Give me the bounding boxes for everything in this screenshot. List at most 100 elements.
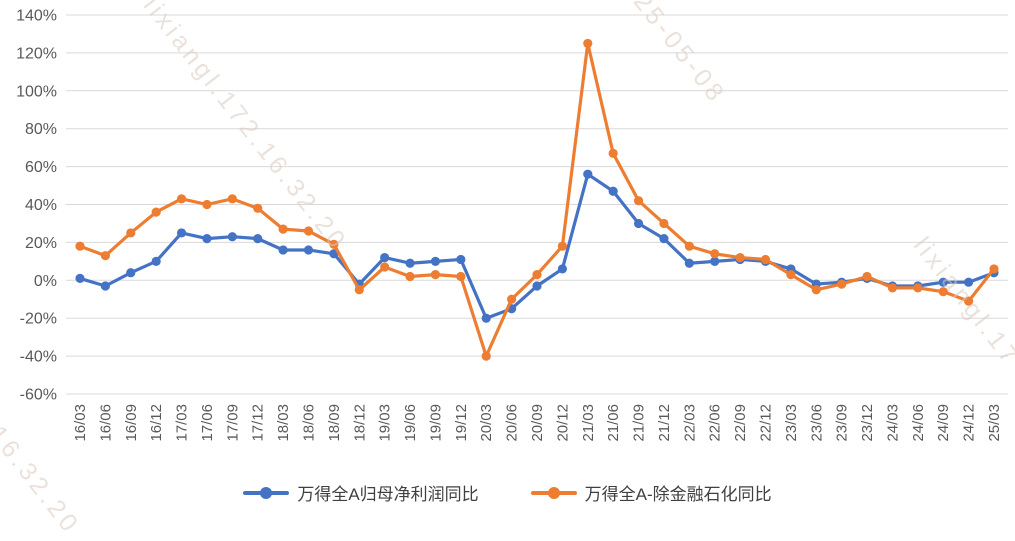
x-axis-tick-label: 22/09 [732,404,749,442]
data-point-series-1 [583,169,593,179]
data-point-series-1 [202,234,212,244]
data-point-series-2 [456,271,466,282]
x-axis-tick-label: 23/12 [859,404,876,442]
data-point-series-1 [938,277,948,287]
data-point-series-2 [507,294,517,304]
y-axis-tick-label: 100% [16,83,57,100]
x-axis-tick-label: 18/03 [275,404,292,442]
x-axis-tick-label: 24/09 [935,404,952,442]
x-axis-tick-label: 20/12 [554,404,571,442]
x-axis-tick-label: 21/12 [656,404,673,442]
data-point-series-2 [430,270,441,280]
data-point-series-2 [760,254,771,265]
data-point-series-1 [481,313,491,323]
data-point-series-1 [227,232,237,242]
data-point-series-2 [583,38,593,49]
data-point-series-2 [126,228,136,238]
y-axis-tick-label: 80% [25,121,57,138]
data-point-series-2 [405,271,415,282]
data-point-series-1 [964,277,974,287]
data-point-series-2 [380,262,390,272]
data-point-series-2 [100,251,110,261]
y-axis-tick-label: 60% [25,159,57,176]
data-point-series-2 [964,296,974,306]
data-point-series-1 [608,186,618,196]
y-axis-tick-label: 20% [25,235,57,252]
y-axis-tick-label: 120% [16,45,57,62]
data-point-series-1 [405,258,415,268]
data-point-series-2 [786,270,796,280]
data-point-series-2 [75,241,85,251]
data-point-series-2 [557,241,567,251]
x-axis-tick-label: 18/09 [326,404,343,442]
data-point-series-1 [710,256,720,266]
y-axis-tick-label: -20% [20,311,57,328]
data-point-series-2 [887,283,898,293]
x-axis-tick-label: 22/03 [681,404,698,442]
data-point-series-2 [227,194,237,204]
data-point-series-2 [253,203,263,213]
data-point-series-1 [380,252,390,263]
x-axis-tick-label: 22/06 [707,404,724,442]
legend-marker-orange-icon [530,490,577,495]
data-point-series-1 [278,245,288,255]
data-point-series-1 [151,256,161,266]
x-axis-tick-label: 23/06 [808,404,825,442]
chart-container: -60% -40% -20% 0% 20% 40% 60% 80% 100% 120% 140% 16… [0,0,1015,511]
x-axis-tick-label: 21/03 [580,404,597,442]
data-point-series-2 [633,196,644,206]
data-point-series-1 [126,268,136,278]
data-point-series-2 [659,218,669,229]
y-axis-tick-label: 0% [34,273,57,290]
data-point-series-2 [811,285,821,295]
data-point-series-2 [608,148,618,158]
data-point-series-2 [735,252,745,263]
x-axis-tick-label: 18/06 [301,404,318,442]
x-axis-tick-label: 25/03 [986,404,1003,442]
data-point-series-2 [989,264,999,274]
data-point-series-2 [151,207,161,217]
data-point-series-2 [862,271,872,282]
x-axis-tick-label: 18/12 [351,404,368,442]
data-point-series-2 [913,283,923,293]
data-point-series-2 [303,226,314,236]
x-axis-tick-label: 24/12 [961,404,978,442]
line-chart: -60% -40% -20% 0% 20% 40% 60% 80% 100% 120% 140% 16… [16,8,1008,442]
x-axis-tick-label: 23/09 [834,404,851,442]
chart-legend: 万得全A归母净利润同比 万得全A-除金融石化同比 [0,480,1015,505]
data-point-series-2 [532,270,542,280]
data-point-series-2 [684,241,694,251]
x-axis-tick-label: 21/06 [605,404,622,442]
x-axis-tick-label: 19/06 [402,404,419,442]
x-axis-tick-label: 24/06 [910,404,927,442]
data-point-series-2 [837,279,847,289]
y-axis-tick-label: -60% [20,387,57,404]
data-point-series-2 [354,285,364,295]
legend-label-series-2: 万得全A-除金融石化同比 [584,485,772,504]
x-axis-tick-label: 16/03 [72,404,89,442]
y-axis-tick-label: 140% [16,8,57,25]
data-point-series-1 [633,218,644,229]
legend-item-series-1: 万得全A归母净利润同比 [243,480,479,505]
x-axis-tick-label: 16/09 [123,404,140,442]
x-axis-tick-label: 20/06 [504,404,521,442]
data-point-series-2 [481,351,491,361]
data-point-series-2 [176,194,187,204]
data-point-series-1 [684,258,694,268]
data-point-series-2 [710,249,720,259]
x-axis-tick-label: 20/03 [478,404,495,442]
data-point-series-1 [532,281,542,291]
x-axis-tick-label: 23/03 [783,404,800,442]
y-axis-tick-label: 40% [25,197,57,214]
data-point-series-2 [938,287,948,297]
legend-label-series-1: 万得全A归母净利润同比 [297,485,479,504]
x-axis-tick-label: 17/12 [250,404,267,442]
data-point-series-1 [100,281,110,291]
x-axis-tick-label: 19/09 [427,404,444,442]
data-point-series-1 [557,264,567,274]
x-axis-tick-label: 17/03 [174,404,191,442]
x-axis-tick-label: 20/09 [529,404,546,442]
x-axis-tick-label: 16/12 [148,404,165,442]
x-axis-tick-label: 17/06 [199,404,216,442]
data-point-series-1 [303,245,314,255]
